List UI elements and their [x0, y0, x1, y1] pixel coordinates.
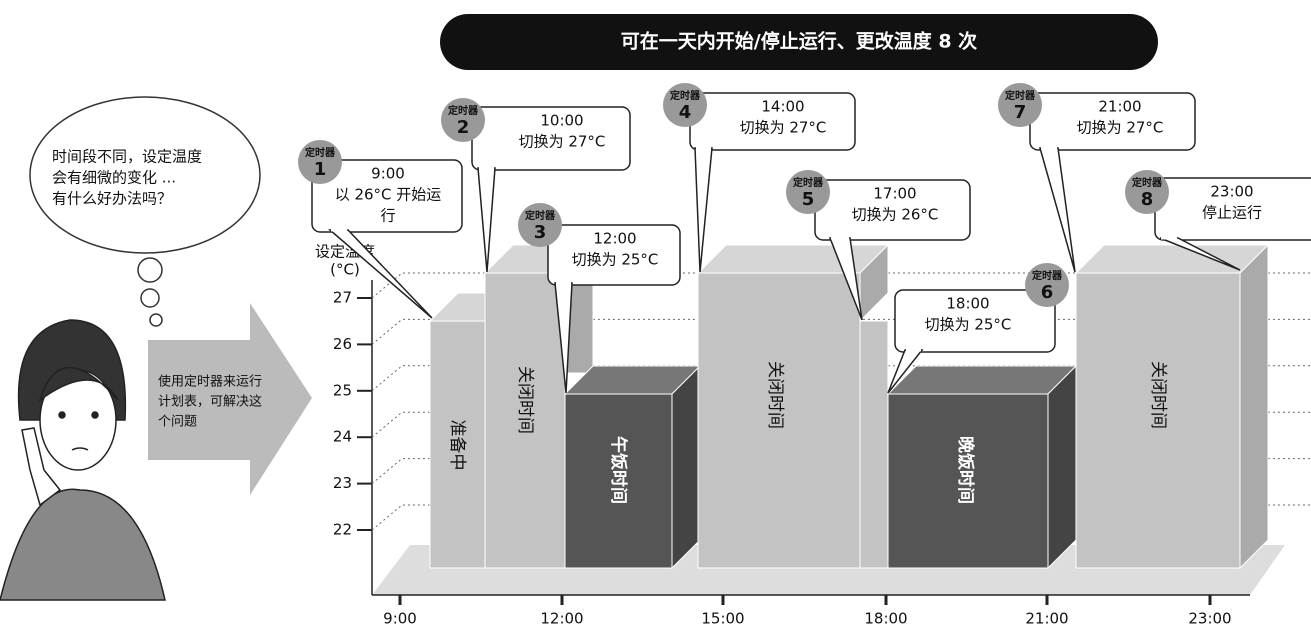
block-label: 准备中 — [447, 420, 467, 471]
timer-number: 8 — [1141, 189, 1154, 210]
x-tick-label: 18:00 — [864, 610, 907, 628]
timer-number: 7 — [1014, 102, 1027, 123]
y-tick-label: 25 — [333, 381, 352, 399]
block-label: 晚饭时间 — [955, 436, 976, 504]
y-tick-label: 23 — [333, 474, 352, 492]
callout-text: 18:00 — [946, 295, 989, 313]
thought-text: 会有细微的变化 ... — [52, 169, 176, 187]
callout-box — [894, 289, 1056, 353]
arrow — [148, 303, 312, 495]
timer-number: 4 — [679, 102, 692, 123]
callout-text: 以 26°C 开始运 — [335, 186, 442, 204]
arrow-text: 计划表，可解决这 — [158, 394, 262, 410]
y-tick-label: 26 — [333, 335, 352, 353]
callout-box — [311, 159, 463, 233]
callout-text: 切换为 27°C — [519, 133, 606, 151]
thought-text: 有什么好办法吗？ — [52, 190, 172, 208]
callout-text: 9:00 — [371, 165, 405, 183]
woman-illustration — [0, 319, 166, 601]
timer-number: 1 — [314, 159, 327, 180]
callout-text: 切换为 25°C — [572, 251, 659, 269]
block-label: 关闭时间 — [765, 361, 785, 429]
thought-text: 时间段不同，设定温度 — [52, 148, 202, 166]
timer-badge — [441, 98, 485, 142]
callout-text: 停止运行 — [1202, 204, 1262, 222]
arrow-text: 个问题 — [158, 415, 197, 430]
callout-text: 切换为 25°C — [925, 316, 1012, 334]
callout-tail — [1039, 147, 1076, 273]
block-label: 午饭时间 — [608, 436, 629, 504]
callout-text: 17:00 — [873, 185, 916, 203]
x-tick-label: 21:00 — [1025, 610, 1068, 628]
block-label: 关闭时间 — [515, 366, 535, 434]
timer-tag: 定时器 — [1132, 176, 1163, 189]
callout-text: 切换为 27°C — [740, 119, 827, 137]
timer-badge — [518, 203, 562, 247]
y-axis-unit: (°C) — [330, 261, 360, 279]
callout-box — [547, 224, 681, 286]
callout-tail — [694, 147, 713, 273]
timer-number: 2 — [457, 117, 470, 138]
callout-text: 10:00 — [540, 112, 583, 130]
title: 可在一天内开始/停止运行、更改温度 8 次 — [621, 30, 977, 53]
timer-number: 5 — [802, 189, 815, 210]
callout-text: 23:00 — [1210, 183, 1253, 201]
y-tick-label: 22 — [333, 521, 352, 539]
timer-tag: 定时器 — [1032, 269, 1063, 282]
block-label: 关闭时间 — [1148, 361, 1168, 429]
callout-text: 行 — [380, 207, 395, 225]
callout-text: 14:00 — [761, 98, 804, 116]
y-tick-label: 24 — [333, 428, 352, 446]
thought-cloud — [29, 96, 261, 327]
callout-text: 21:00 — [1098, 98, 1141, 116]
timer-tag: 定时器 — [525, 209, 556, 222]
timer-badge — [298, 140, 342, 184]
arrow-text: 使用定时器来运行 — [158, 374, 262, 390]
x-tick-label: 15:00 — [701, 610, 744, 628]
x-tick-label: 23:00 — [1188, 610, 1231, 628]
title-pill — [440, 14, 1158, 70]
x-tick-label: 9:00 — [383, 610, 417, 628]
grid-line — [371, 272, 1311, 299]
timer-number: 3 — [534, 222, 547, 243]
x-tick-label: 12:00 — [540, 610, 583, 628]
callout-text: 12:00 — [593, 230, 636, 248]
timer-badge — [1025, 263, 1069, 307]
timer-badge — [998, 83, 1042, 127]
timer-number: 6 — [1041, 282, 1054, 303]
callout-text: 切换为 26°C — [852, 206, 939, 224]
timer-tag: 定时器 — [305, 146, 336, 159]
timer-badge — [663, 83, 707, 127]
timer-tag: 定时器 — [448, 104, 479, 117]
timer-tag: 定时器 — [793, 176, 824, 189]
timer-tag: 定时器 — [1005, 89, 1036, 102]
timer-badge — [1125, 170, 1169, 214]
timer-badge — [786, 170, 830, 214]
callout-tail — [477, 167, 496, 273]
callout-text: 切换为 27°C — [1077, 119, 1164, 137]
timer-tag: 定时器 — [670, 89, 701, 102]
y-tick-label: 27 — [333, 289, 352, 307]
